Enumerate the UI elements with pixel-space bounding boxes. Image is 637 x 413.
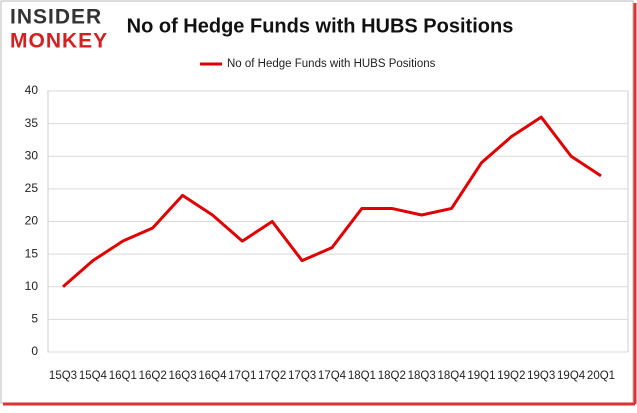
x-tick-label: 16Q1 (109, 370, 137, 382)
x-tick-label: 18Q4 (437, 370, 466, 382)
logo-top: INSIDER (10, 6, 102, 29)
legend-label: No of Hedge Funds with HUBS Positions (227, 58, 436, 70)
logo-bottom: MONKEY (10, 30, 108, 53)
x-tick-label: 19Q2 (497, 370, 525, 382)
frame (0, 0, 634, 404)
y-tick-label: 20 (25, 214, 39, 228)
x-tick-label: 17Q3 (288, 370, 316, 382)
x-tick-label: 19Q1 (467, 370, 495, 382)
series-line (62, 115, 602, 288)
x-tick-label: 18Q2 (378, 370, 406, 382)
x-tick-label: 15Q3 (49, 370, 77, 382)
x-tick-label: 16Q2 (139, 370, 167, 382)
y-tick-label: 30 (25, 148, 39, 162)
x-tick-label: 17Q1 (228, 370, 256, 382)
y-tick-label: 10 (25, 279, 39, 293)
x-tick-label: 18Q3 (408, 370, 436, 382)
x-tick-label: 20Q1 (587, 370, 615, 382)
x-tick-label: 16Q3 (168, 370, 196, 382)
x-tick-label: 19Q3 (527, 370, 555, 382)
x-tick-label: 16Q4 (198, 370, 227, 382)
x-tick-label: 18Q1 (348, 370, 376, 382)
x-tick-label: 17Q2 (258, 370, 286, 382)
x-tick-label: 19Q4 (557, 370, 586, 382)
y-tick-label: 15 (25, 246, 39, 260)
y-tick-label: 35 (25, 116, 39, 130)
x-tick-label: 17Q4 (318, 370, 347, 382)
y-tick-label: 0 (31, 344, 38, 358)
chart-title: No of Hedge Funds with HUBS Positions (127, 15, 514, 37)
x-tick-label: 15Q4 (79, 370, 108, 382)
y-tick-label: 25 (25, 181, 39, 195)
y-tick-label: 5 (31, 312, 38, 326)
y-tick-label: 40 (25, 83, 39, 97)
